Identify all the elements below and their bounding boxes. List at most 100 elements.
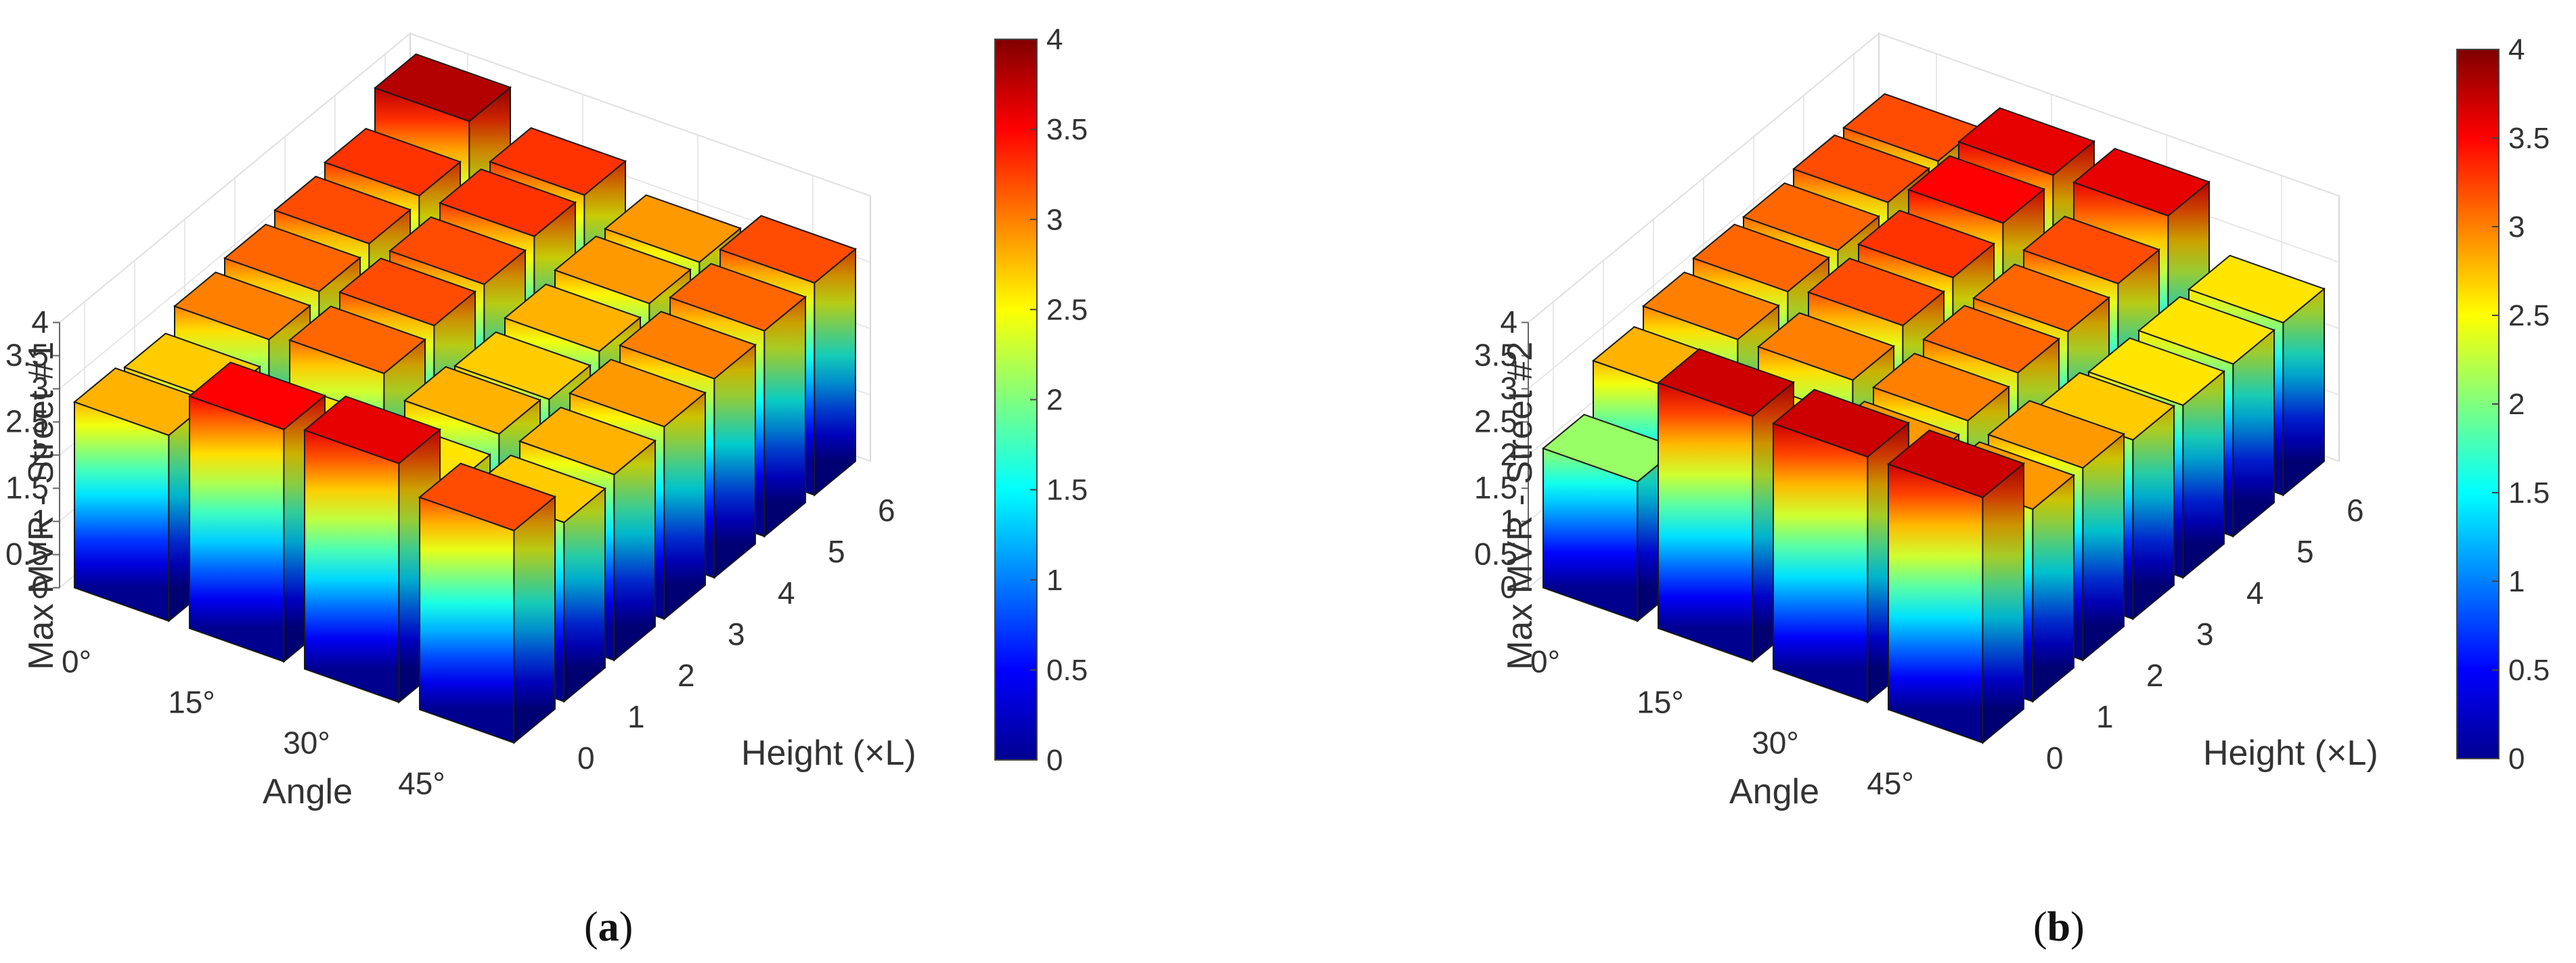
bar-face-top [503,283,642,353]
angle-tick-label: 0° [62,644,91,679]
angle-axis-title: Angle [263,772,353,811]
colorbar-tick-label: 3 [1046,203,1063,236]
bar-face-top [718,215,858,284]
panel-label-a: (a) [584,904,633,950]
colorbar-tick-label: 2.5 [1046,293,1088,326]
colorbar-ticks: 0 0.5 1 1.5 2 2.5 3 3.5 4 [1030,23,1088,777]
z-tick-label: 1.5 [1474,470,1517,506]
bar-face-top [668,263,807,332]
colorbar-tick-label: 4 [2508,33,2525,66]
bar-face-top [187,361,327,430]
bar-face-top [173,271,312,340]
angle-tick-label: 45° [1867,766,1914,801]
angle-axis-ticks: 0° 15° 30° 45° [1530,644,1914,801]
bar-face-side [513,495,556,744]
bar-face-top [323,127,462,197]
angle-tick-label: 30° [1752,725,1799,761]
bars [1541,93,2326,744]
bar-face-side [1982,462,2024,744]
colorbar-tick-label: 0.5 [2508,654,2550,687]
z-tick-label: 2.5 [1474,404,1517,439]
panel-letter-b: b [2047,904,2070,950]
bar-face-side [763,295,806,538]
z-tick-label: 0.5 [1474,537,1517,572]
colorbar-ticks: 0 0.5 1 1.5 2 2.5 3 3.5 4 [2492,33,2550,776]
bar-face-side [2082,432,2125,662]
z-tick-label: 1.5 [5,470,49,506]
bar-face-front [189,395,285,663]
bar-face-top [518,406,657,476]
bar-face-side [2132,404,2175,621]
bar-face-top [1922,305,2061,374]
bar-45°-h0 [418,462,557,744]
height-tick-label: 1 [2096,699,2114,734]
panel-label-b: (b) [2033,904,2085,950]
bar-face-top [2022,215,2161,285]
bar-face-top [273,175,412,245]
z-axis-ticks: 00.511.522.533.54 [1474,305,1529,605]
height-tick-label: 6 [2347,493,2364,528]
bar-face-side [2032,474,2074,703]
colorbar-tick-label: 3.5 [1046,113,1088,146]
bar-face-top [1771,388,1911,458]
colorbar-bar [2456,49,2500,759]
height-axis-title: Height (×L) [741,734,916,773]
height-tick-label: 0 [577,740,595,776]
z-tick-label: 3 [1500,371,1517,406]
bars [72,53,858,744]
bar-face-top [568,359,707,428]
bar-face-top [453,331,592,401]
bar-face-top [418,462,557,532]
bar-face-top [373,53,512,122]
angle-tick-label: 30° [283,725,330,761]
colorbar-tick-label: 4 [1046,23,1063,56]
bar-face-top [1691,223,1831,292]
colorbar-tick-label: 2.5 [2508,299,2550,332]
bar-face-top [1986,400,2126,469]
colorbar-tick-label: 1.5 [1046,474,1088,507]
colorbar-tick-label: 3 [2508,210,2525,244]
grid-line [1528,32,2340,323]
bar-face-side [663,391,706,621]
bar-face-front [419,496,515,744]
bar-face-top [1641,271,1781,340]
colorbar-tick-label: 1.5 [2508,476,2550,510]
bar-face-top [2137,296,2276,365]
height-tick-label: 2 [2146,658,2164,693]
height-tick-label: 1 [627,699,645,734]
bar-face-front [1773,422,1869,704]
height-tick-label: 0 [2046,740,2064,776]
bar-face-top [403,365,542,435]
angle-tick-label: 45° [398,766,445,801]
colorbar-tick-label: 0 [2508,742,2525,776]
colorbar: 0 0.5 1 1.5 2 2.5 3 3.5 4 [2456,33,2550,776]
bar-face-top [1741,182,1881,251]
bar-face-top [1871,353,2011,422]
bar-face-side [713,343,756,579]
z-tick-label: 3.5 [1474,338,1517,373]
bar-face-top [223,223,362,292]
z-tick-label: 2.5 [5,404,49,439]
bar-face-side [814,247,856,497]
height-axis-title: Height (×L) [2203,734,2378,773]
bar-face-front [1888,463,1984,744]
bar-face-side [563,487,606,703]
bar-face-side [2282,287,2325,497]
bar-face-top [338,257,477,327]
bar-face-top [2072,148,2211,217]
height-tick-label: 4 [778,575,795,610]
angle-axis-title: Angle [1729,772,1819,811]
angle-tick-label: 15° [168,685,215,720]
angle-axis-ticks: 0° 15° 30° 45° [62,644,445,801]
z-tick-label: 3.5 [5,338,49,373]
bar-face-top [1792,134,1931,204]
bar-face-top [618,311,757,380]
colorbar-tick-label: 1 [2508,565,2525,598]
bar-face-top [1886,429,2026,499]
z-tick-label: 2 [1500,437,1517,472]
bar-face-top [1957,107,2096,176]
panel-letter-a: a [598,904,619,950]
